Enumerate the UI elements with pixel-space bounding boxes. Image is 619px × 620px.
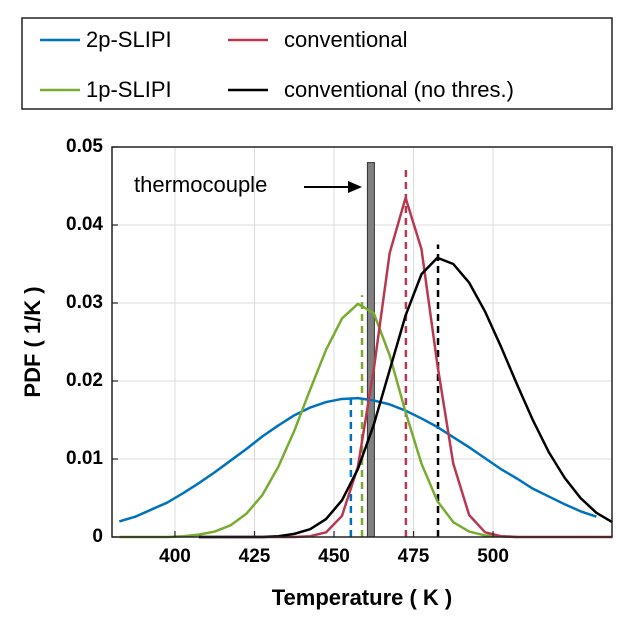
annotation: thermocouple — [134, 172, 267, 197]
y-tick-label: 0 — [92, 526, 103, 547]
y-tick-label: 0.02 — [66, 370, 103, 391]
y-tick-label: 0.03 — [66, 292, 103, 313]
y-tick-label: 0.04 — [66, 214, 103, 235]
legend-label: 1p-SLIPI — [86, 77, 172, 102]
x-axis-label: Temperature ( K ) — [272, 585, 453, 610]
legend-box — [21, 17, 613, 110]
y-tick-label: 0.01 — [66, 448, 103, 469]
y-axis-label: PDF ( 1/K ) — [20, 286, 45, 397]
series-line — [119, 302, 517, 539]
x-tick-label: 425 — [239, 546, 271, 567]
legend-label: 2p-SLIPI — [86, 27, 172, 52]
x-tick-label: 450 — [318, 546, 350, 567]
legend-label: conventional — [284, 27, 408, 52]
annotation-arrowhead — [348, 181, 362, 193]
x-tick-label: 475 — [398, 546, 430, 567]
plot-frame — [111, 146, 613, 538]
series-line — [118, 396, 597, 523]
thermocouple-bar — [366, 162, 375, 538]
y-tick-label: 0.05 — [66, 136, 103, 157]
x-tick-label: 500 — [477, 546, 509, 567]
x-tick-label: 400 — [159, 546, 191, 567]
legend-label: conventional (no thres.) — [284, 77, 514, 102]
